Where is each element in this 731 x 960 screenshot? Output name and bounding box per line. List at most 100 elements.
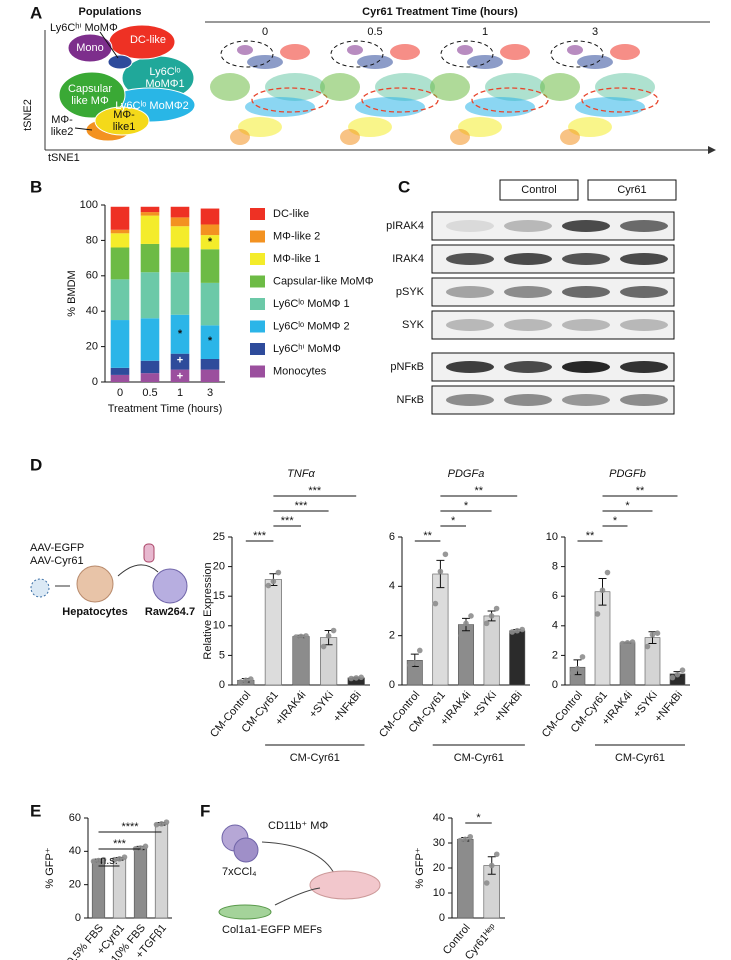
annotation: * — [178, 328, 183, 340]
annotation: * — [208, 236, 213, 248]
data-point — [462, 836, 469, 843]
highlight-ring — [251, 87, 329, 113]
bar-segment — [200, 224, 220, 236]
band — [562, 319, 610, 331]
tsne-cluster — [500, 44, 530, 60]
bar — [91, 860, 106, 919]
data-point — [100, 856, 107, 863]
bar-segment — [140, 215, 160, 244]
bar-segment — [110, 229, 130, 234]
data-point — [519, 626, 525, 633]
population-label: MoMΦ1 — [145, 78, 184, 90]
data-point — [153, 821, 160, 828]
tsne-cluster — [568, 117, 612, 137]
schematic-label: AAV-EGFP — [30, 542, 84, 554]
hepatocyte-icon — [76, 565, 114, 603]
data-point — [493, 851, 500, 858]
arrow — [117, 564, 159, 577]
y-tick-label: 30 — [433, 837, 445, 849]
data-point — [619, 640, 626, 647]
tsne-cluster — [540, 73, 580, 101]
bar-segment — [110, 374, 130, 382]
legend-label: MΦ-like 2 — [273, 230, 320, 242]
bar-segment — [170, 247, 190, 273]
data-point — [442, 551, 449, 558]
data-point — [509, 629, 515, 635]
y-axis-label: % GFP⁺ — [414, 847, 426, 888]
bar-segment — [110, 233, 130, 248]
tsne-cluster — [265, 73, 325, 101]
significance-label: *** — [308, 485, 322, 497]
data-point — [654, 630, 661, 636]
bar-segment — [200, 325, 220, 359]
significance-label: ** — [423, 530, 432, 542]
bar-segment — [140, 206, 160, 213]
bar — [112, 858, 127, 919]
tsne-cluster — [245, 97, 315, 117]
group-box — [499, 179, 579, 201]
data-point — [488, 862, 495, 869]
y-tick-label: 10 — [433, 887, 445, 899]
highlight-ring — [330, 40, 384, 68]
y-tick-label: 40 — [69, 845, 81, 857]
tsne-cluster — [458, 117, 502, 137]
schematic-label: Raw264.7 — [145, 606, 195, 618]
data-point — [432, 600, 439, 607]
populations-title: Populations — [79, 6, 142, 18]
data-point — [599, 587, 606, 594]
data-point — [604, 569, 611, 576]
population-blob — [107, 54, 133, 70]
tsne-cluster — [575, 97, 645, 117]
data-point — [353, 675, 360, 681]
bar — [133, 847, 148, 919]
population-label: MΦ- — [51, 114, 73, 126]
bar-segment — [170, 353, 190, 370]
data-point — [116, 856, 123, 862]
group-label: CM-Cyr61 — [290, 752, 340, 764]
bar-segment — [140, 243, 160, 273]
highlight-ring — [471, 87, 549, 113]
chart-title: TNFα — [287, 468, 315, 480]
highlight-ring — [581, 87, 659, 113]
time-label: 0 — [262, 26, 268, 38]
y-tick-label: 15 — [213, 590, 225, 602]
data-point — [137, 845, 144, 851]
band — [620, 253, 668, 265]
blot-frame — [431, 385, 675, 415]
data-point — [320, 643, 327, 650]
tsne-cluster — [280, 44, 310, 60]
legend-swatch — [250, 275, 265, 288]
y-axis-label: Relative Expression — [202, 562, 214, 659]
significance-label: *** — [295, 500, 309, 512]
y-tick-label: 0 — [389, 679, 395, 691]
significance-label: ** — [475, 485, 484, 497]
y-tick-label: 10 — [213, 620, 225, 632]
y-tick-label: 100 — [80, 199, 98, 211]
annotation: + — [177, 371, 183, 383]
tsne-cluster — [320, 73, 360, 101]
bar-segment — [200, 249, 220, 283]
data-point — [325, 633, 332, 639]
data-point — [483, 620, 490, 627]
legend-swatch — [250, 253, 265, 265]
bar — [619, 642, 636, 686]
y-tick-label: 40 — [86, 305, 98, 317]
tsne-cluster — [450, 129, 470, 145]
tsne-cluster — [595, 73, 655, 101]
data-point — [649, 631, 656, 638]
tsne-cluster — [357, 55, 393, 69]
data-point — [594, 611, 601, 617]
band — [504, 361, 552, 373]
legend-label: DC-like — [273, 208, 309, 220]
data-point — [644, 643, 651, 650]
data-point — [293, 634, 299, 640]
data-point — [467, 833, 474, 840]
highlight-ring — [440, 40, 494, 68]
blot-row-label: pSYK — [396, 286, 425, 298]
bar-segment — [200, 208, 220, 225]
data-point — [303, 633, 309, 639]
data-point — [348, 675, 355, 682]
tsne-cluster — [457, 45, 473, 55]
bar-segment — [170, 217, 190, 227]
